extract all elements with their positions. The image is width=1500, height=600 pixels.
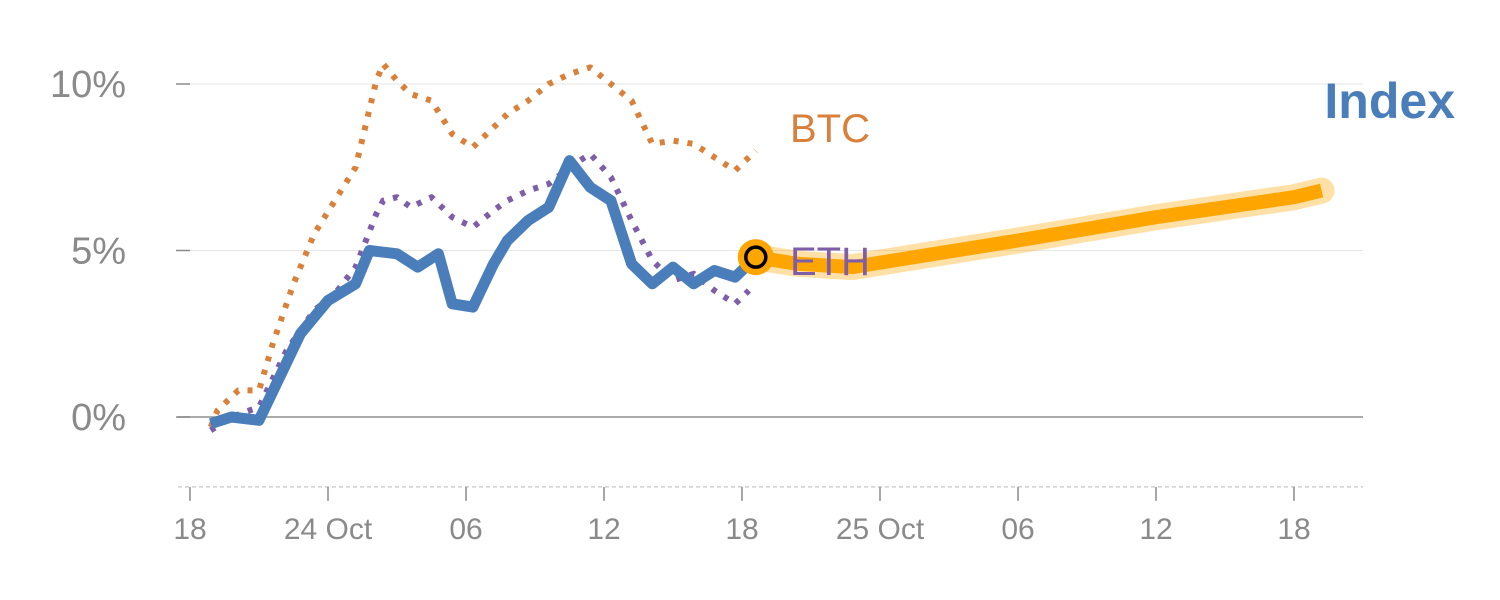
series-line-projection bbox=[754, 183, 1324, 275]
current-marker bbox=[744, 245, 768, 269]
x-tick-label: 18 bbox=[1277, 513, 1310, 546]
series-label-btc: BTC bbox=[790, 107, 870, 151]
chart-title: Index bbox=[1324, 73, 1455, 129]
y-axis: 0% 5% 10% bbox=[50, 64, 190, 439]
y-tick-label: 10% bbox=[50, 64, 126, 106]
series-line-index bbox=[209, 155, 760, 429]
y-tick-label: 5% bbox=[71, 231, 126, 273]
x-tick-label: 12 bbox=[587, 513, 620, 546]
x-axis bbox=[178, 486, 1363, 501]
x-tick-label: 12 bbox=[1139, 513, 1172, 546]
x-tick-label: 24 Oct bbox=[284, 513, 373, 546]
y-tick-label: 0% bbox=[71, 397, 126, 439]
x-tick-labels: 18 24 Oct 06 12 18 25 Oct 06 12 18 bbox=[173, 513, 1310, 546]
x-tick-label: 25 Oct bbox=[836, 513, 925, 546]
x-tick-label: 06 bbox=[449, 513, 482, 546]
x-tick-label: 18 bbox=[173, 513, 206, 546]
series-line-btc bbox=[207, 61, 758, 429]
series-label-eth: ETH bbox=[790, 240, 870, 284]
x-tick-label: 06 bbox=[1001, 513, 1034, 546]
series-layer bbox=[207, 61, 1335, 433]
x-tick-label: 18 bbox=[725, 513, 758, 546]
